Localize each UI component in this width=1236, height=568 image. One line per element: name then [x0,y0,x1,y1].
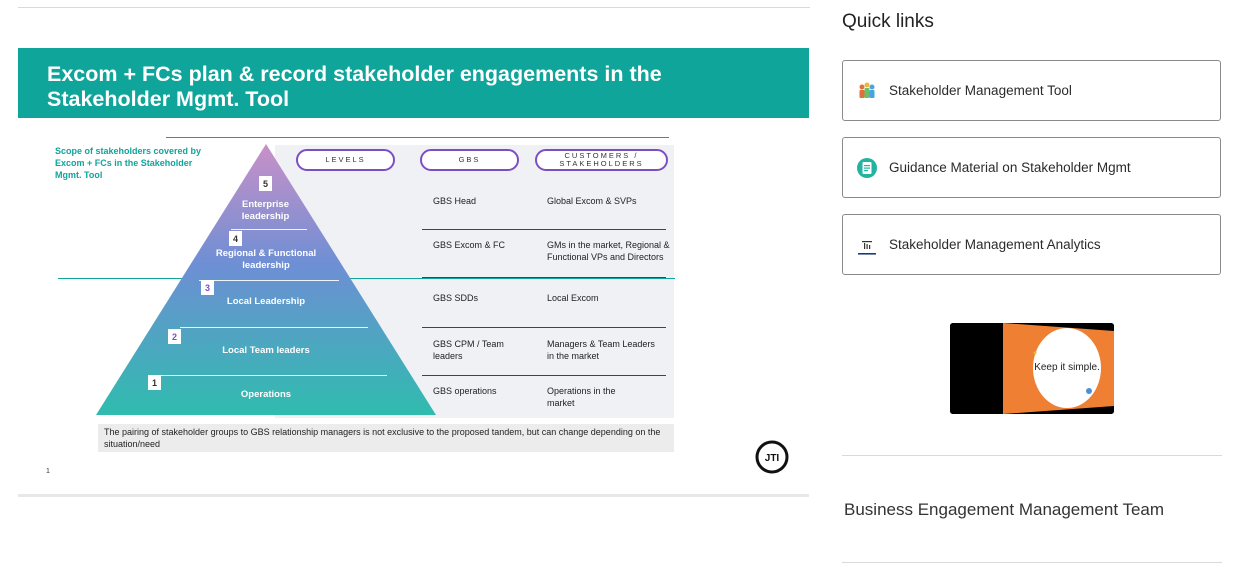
level-number-3: 3 [201,280,214,295]
quick-link-label: Guidance Material on Stakeholder Mgmt [889,160,1131,175]
quick-link-label: Stakeholder Management Analytics [889,237,1101,252]
level-label-4: Regional & Functional leadership [215,248,317,271]
people-group-icon [859,82,875,98]
header-gbs: GBS [420,149,519,171]
slide-title: Excom + FCs plan & record stakeholder en… [47,62,662,111]
customers-cell: Global Excom & SVPs [547,196,637,206]
slide-banner: Excom + FCs plan & record stakeholder en… [18,48,809,118]
section-divider [842,562,1222,563]
level-label-2: Local Team leaders [222,345,310,356]
quick-links-title: Quick links [842,11,934,32]
customers-cell: GMs in the market, Regional & Functional… [547,240,670,262]
row-divider [422,327,666,328]
gbs-cell: GBS Excom & FC [433,240,506,250]
header-customers: CUSTOMERS / STAKEHOLDERS [535,149,668,171]
video-artwork [950,323,1114,414]
level-number-2: 2 [168,329,181,344]
document-circle-icon [857,158,877,178]
customers-cell: Local Excom [547,293,599,303]
jti-logo-icon: JTI [755,440,789,474]
top-divider [18,7,810,8]
row-divider [422,229,666,230]
pyramid-graphic [96,144,436,415]
gbs-cell: GBS CPM / Team leaders [433,339,504,361]
scope-caption: Scope of stakeholders covered by Excom +… [55,146,202,180]
analytics-chart-icon [858,241,876,255]
level-label-3: Local Leadership [226,296,306,307]
gbs-cell: GBS operations [433,386,497,396]
level-number-1: 1 [148,375,161,390]
team-section-title: Business Engagement Management Team [844,500,1165,519]
slide-bottom-edge [18,494,809,497]
quick-link-label: Stakeholder Management Tool [889,83,1072,98]
video-caption: Keep it simple. [1034,362,1100,373]
section-divider [842,455,1222,456]
row-divider [422,375,666,376]
slide-page-number: 1 [46,468,50,475]
teal-rule [166,137,669,138]
quick-link-stakeholder-tool[interactable]: Stakeholder Management Tool [842,60,1221,121]
level-number-4: 4 [229,231,242,246]
video-thumbnail[interactable]: Keep it simple. [950,323,1114,414]
quick-link-analytics[interactable]: Stakeholder Management Analytics [842,214,1221,275]
level-label-1: Operations [240,389,292,400]
row-divider [422,277,666,278]
quick-link-guidance-material[interactable]: Guidance Material on Stakeholder Mgmt [842,137,1221,198]
level-label-5: Enterprise leadership [241,199,290,222]
gbs-cell: GBS Head [433,196,477,206]
customers-cell: Managers & Team Leaders in the market [547,339,655,361]
slide-image[interactable]: Excom + FCs plan & record stakeholder en… [18,48,809,496]
header-levels: LEVELS [296,149,395,171]
level-number-5: 5 [259,176,272,191]
gbs-cell: GBS SDDs [433,293,479,303]
slide-footnote: The pairing of stakeholder groups to GBS… [98,424,674,452]
customers-cell: Operations in the market [547,386,616,408]
scope-boundary-line [58,278,675,279]
svg-text:JTI: JTI [765,453,780,464]
